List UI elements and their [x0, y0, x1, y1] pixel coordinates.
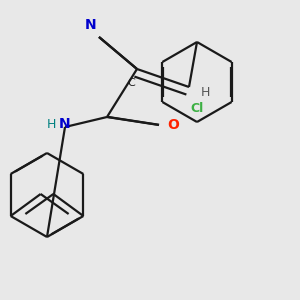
- Text: O: O: [167, 118, 179, 132]
- Text: N: N: [85, 18, 97, 32]
- Text: Cl: Cl: [190, 101, 204, 115]
- Text: C: C: [127, 78, 135, 88]
- Text: H: H: [46, 118, 56, 130]
- Text: H: H: [200, 85, 210, 98]
- Text: N: N: [59, 117, 71, 131]
